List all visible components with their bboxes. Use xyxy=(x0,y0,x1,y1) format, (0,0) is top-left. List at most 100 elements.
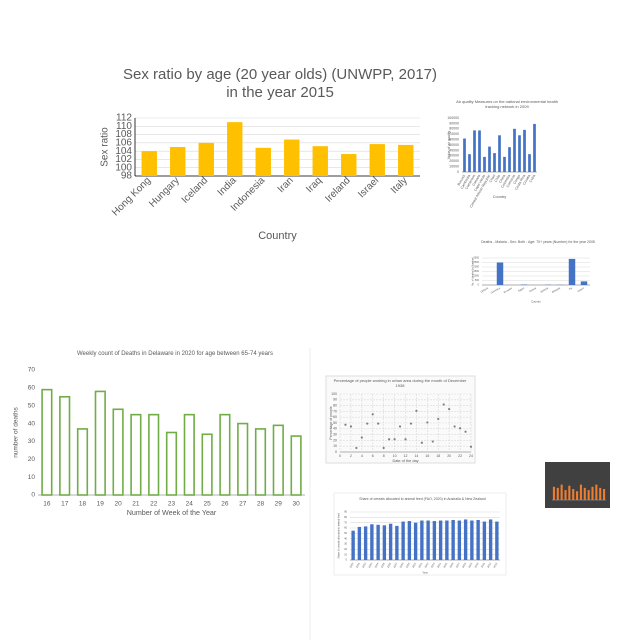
x-tick-label: 17 xyxy=(61,501,69,508)
y-tick-label: 70 xyxy=(344,521,347,524)
y-tick-label: 50000 xyxy=(449,143,459,147)
bar xyxy=(496,262,504,285)
bar xyxy=(369,144,385,176)
x-tick-label: 1991 xyxy=(355,562,361,569)
x-tick-label: India xyxy=(216,175,239,198)
y-tick-label: 80000 xyxy=(449,127,459,131)
point xyxy=(431,440,434,443)
bar xyxy=(603,489,606,500)
bar xyxy=(576,491,579,500)
point xyxy=(448,407,451,411)
x-tick-label: 26 xyxy=(221,501,229,508)
x-tick-label: 2003 xyxy=(430,562,436,569)
bar xyxy=(591,486,594,500)
x-tick-label: 20 xyxy=(447,454,451,458)
y-tick-label: 106 xyxy=(115,137,132,148)
bar xyxy=(457,520,462,560)
bar xyxy=(165,431,178,496)
x-tick-label: Iceland xyxy=(180,175,211,206)
point xyxy=(382,446,385,450)
x-tick-label: Egypt xyxy=(518,287,525,293)
bar xyxy=(183,413,195,496)
x-axis-label: Date of the day xyxy=(392,459,418,463)
x-tick-label: 8 xyxy=(383,454,385,458)
x-tick-label: 23 xyxy=(168,501,176,508)
y-tick-label: 60000 xyxy=(449,138,459,142)
y-tick-label: 80 xyxy=(333,404,337,408)
x-tick-label: 18 xyxy=(79,501,87,508)
x-tick-label: Cuba xyxy=(529,174,537,183)
x-tick-label: 2009 xyxy=(468,562,474,569)
y-tick-label: 3000 xyxy=(473,257,479,260)
point xyxy=(398,425,402,428)
x-tick-label: Iran xyxy=(276,175,296,195)
point xyxy=(453,425,456,428)
bar xyxy=(59,395,71,496)
chart-title: Sex ratio by age (20 year olds) (UNWPP, … xyxy=(122,66,438,101)
x-tick-label: Gabon xyxy=(577,287,586,294)
y-tick-label: 70 xyxy=(28,367,36,374)
x-tick-label: 1997 xyxy=(393,562,399,569)
point xyxy=(377,422,380,425)
x-tick-label: 24 xyxy=(469,454,473,458)
point xyxy=(458,427,462,430)
point xyxy=(426,421,429,424)
x-tick-label: 1995 xyxy=(380,562,386,569)
y-tick-label: 40 xyxy=(28,420,36,427)
y-tick-label: 2000 xyxy=(473,266,479,269)
y-tick-label: 500 xyxy=(475,279,480,282)
y-tick-label: 98 xyxy=(121,171,133,182)
bar xyxy=(498,135,501,172)
x-tick-label: 2006 xyxy=(449,562,455,569)
point xyxy=(393,438,396,441)
bar xyxy=(560,484,563,500)
bar xyxy=(568,485,571,500)
x-axis-label: Number of Week of the Year xyxy=(127,509,217,517)
x-axis-label: Country xyxy=(258,230,297,242)
x-tick-label: 16 xyxy=(425,454,429,458)
bar xyxy=(76,428,89,496)
y-tick-label: 20 xyxy=(344,548,347,551)
x-tick-label: 30 xyxy=(292,501,300,508)
bar xyxy=(572,489,575,500)
x-axis-label: Year xyxy=(422,571,428,575)
x-tick-label: Ireland xyxy=(323,175,352,204)
x-tick-label: Israel xyxy=(356,175,381,200)
bar xyxy=(284,139,300,176)
x-tick-label: 18 xyxy=(436,454,440,458)
bar xyxy=(564,490,567,500)
point xyxy=(360,436,363,439)
y-tick-label: 60 xyxy=(344,527,347,530)
x-tick-label: 1998 xyxy=(399,562,405,569)
y-tick-label: 2500 xyxy=(473,261,479,264)
point xyxy=(409,422,413,425)
point xyxy=(442,403,445,406)
x-tick-label: Italy xyxy=(389,175,410,196)
x-tick-label: 1990 xyxy=(349,562,355,569)
bar xyxy=(583,487,586,500)
x-tick-label: 19 xyxy=(97,501,105,508)
y-tick-label: 0 xyxy=(346,559,348,562)
bar xyxy=(513,128,516,172)
x-tick-label: Comoros xyxy=(506,174,517,189)
x-tick-label: Iraq xyxy=(304,175,324,195)
bar xyxy=(272,424,284,496)
bar xyxy=(432,521,437,560)
x-tick-label: 21 xyxy=(132,501,140,508)
bar xyxy=(595,484,598,500)
x-tick-label: 12 xyxy=(404,454,408,458)
y-axis-label: number of deaths xyxy=(13,406,20,457)
y-tick-label: 30000 xyxy=(449,154,459,158)
y-tick-label: 30 xyxy=(28,438,36,445)
bar xyxy=(401,521,405,560)
y-tick-label: 20 xyxy=(28,456,36,463)
y-axis-label: Value of air quality xyxy=(447,130,451,159)
bar xyxy=(468,154,471,172)
bar xyxy=(398,144,414,176)
y-tick-label: 50 xyxy=(28,402,36,409)
x-tick-label: Estonia xyxy=(540,287,549,294)
chart-title: Deaths - Malaria - Sex: Both - Age: 70+ … xyxy=(481,240,595,244)
x-tick-label: Chad xyxy=(489,174,497,183)
x-tick-label: Eritrea xyxy=(529,287,537,294)
